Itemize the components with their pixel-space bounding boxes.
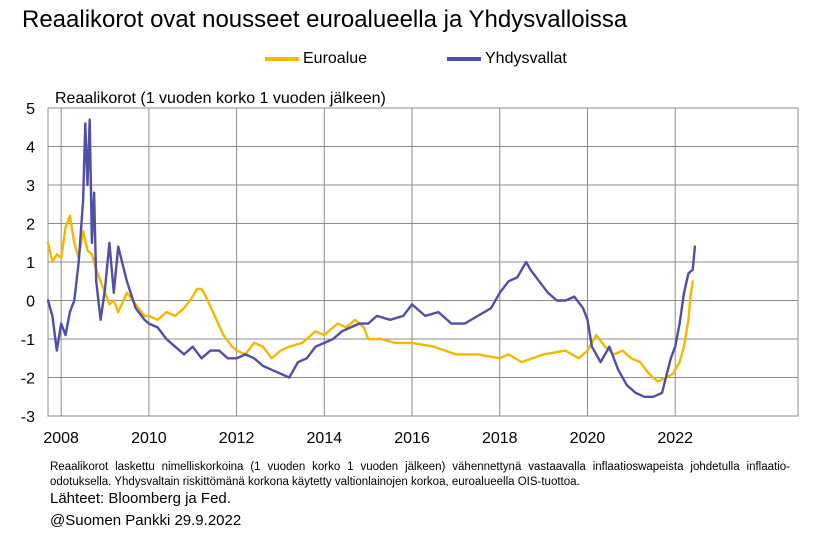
legend-label-euroalue: Euroalue	[303, 50, 368, 67]
series-line-0	[46, 214, 694, 383]
y-axis-label: Reaalikorot (1 vuoden korko 1 vuoden jäl…	[55, 90, 386, 107]
x-tick-label: 2010	[131, 430, 167, 447]
legend-item-euroalue: Euroalue	[265, 50, 367, 68]
x-tick-label: 2016	[394, 430, 430, 447]
y-tick-label: 4	[26, 140, 35, 157]
legend-item-yhdysvallat: Yhdysvallat	[447, 50, 567, 68]
x-tick-label: 2012	[219, 430, 255, 447]
y-tick-label: 1	[26, 255, 35, 272]
plot-frame	[47, 107, 799, 417]
x-tick-label: 2022	[657, 430, 693, 447]
chart-title: Reaalikorot ovat nousseet euroalueella j…	[22, 6, 628, 33]
chart-credit: @Suomen Pankki 29.9.2022	[50, 512, 242, 529]
y-tick-label: -1	[21, 332, 35, 349]
series-line-1	[46, 118, 697, 398]
y-tick-label: -2	[21, 371, 35, 388]
x-tick-label: 2008	[43, 430, 79, 447]
y-tick-label: 3	[26, 178, 35, 195]
x-tick-label: 2014	[307, 430, 343, 447]
legend-label-yhdysvallat: Yhdysvallat	[485, 50, 567, 67]
y-tick-label: 0	[26, 294, 35, 311]
legend-swatch-euroalue	[265, 57, 299, 61]
legend-swatch-yhdysvallat	[447, 57, 481, 61]
y-tick-label: -3	[21, 409, 35, 426]
x-tick-label: 2020	[570, 430, 606, 447]
chart-footnote: Reaalikorot laskettu nimelliskorkoina (1…	[50, 461, 790, 488]
chart-sources: Lähteet: Bloomberg ja Fed.	[50, 490, 231, 507]
chart-legend: Euroalue Yhdysvallat	[0, 50, 828, 72]
x-tick-label: 2018	[482, 430, 518, 447]
y-tick-label: 5	[26, 101, 35, 118]
y-tick-label: 2	[26, 217, 35, 234]
